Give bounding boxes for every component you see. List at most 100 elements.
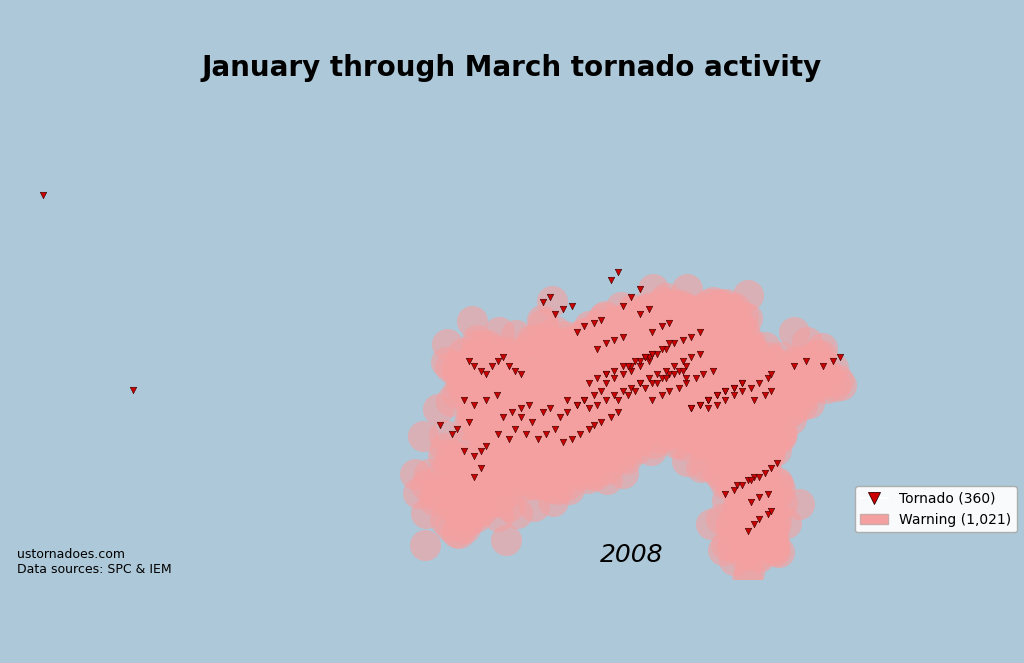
Point [801,369,817,380]
Point [558,434,574,444]
Point [696,387,713,397]
Point [694,397,711,408]
Point [571,450,588,460]
Point [496,404,512,415]
Point [555,446,571,456]
Point [577,357,593,367]
Point [677,385,693,396]
Point [768,394,784,405]
Point [657,293,674,304]
Point [727,387,743,397]
Point [678,406,694,416]
Point [564,461,581,472]
Point [628,444,644,454]
Point [759,452,775,463]
Point [564,350,581,361]
Point [639,332,655,342]
Point [461,489,477,499]
Point [780,382,797,392]
Point [670,392,686,402]
Point [649,312,666,322]
Point [499,439,515,450]
Point [655,376,672,387]
Point [648,372,665,383]
Point [729,480,745,491]
Point [492,444,508,454]
Point [459,468,475,479]
Point [525,479,542,489]
Point [633,375,649,385]
Point [769,432,785,443]
Point [738,403,755,414]
Point [529,427,546,438]
Point [814,360,830,371]
Point [818,383,835,393]
Point [683,403,699,414]
Point [605,387,622,397]
Point [735,409,752,420]
Point [514,430,530,441]
Point [499,434,515,445]
Point [597,371,613,382]
Point [687,386,703,396]
Point [606,444,623,454]
Point [583,333,599,344]
Point [700,410,717,421]
Point [549,423,565,434]
Point [593,428,609,439]
Point [516,400,532,410]
Point [715,397,731,408]
Point [439,339,456,349]
Point [473,349,489,360]
Point [568,440,585,450]
Point [564,356,581,367]
Point [587,416,603,426]
Point [540,444,556,454]
Point [744,469,761,480]
Point [540,398,556,409]
Point [684,306,700,316]
Point [468,351,484,361]
Point [734,505,751,515]
Point [642,392,658,402]
Point [590,377,606,388]
Point [687,385,703,396]
Point [466,400,482,410]
Point [665,323,681,333]
Point [649,348,666,359]
Point [507,424,523,434]
Point [450,367,466,378]
Point [484,365,501,375]
Point [438,357,455,367]
Point [495,410,511,420]
Point [580,424,596,435]
Point [501,360,517,371]
Point [541,402,557,413]
Point [687,424,703,435]
Point [744,442,761,452]
Point [743,357,760,367]
Point [535,414,551,424]
Point [484,387,501,397]
Point [617,408,634,418]
Point [621,420,637,430]
Point [528,435,545,446]
Point [628,345,644,356]
Point [598,394,614,405]
Point [729,475,745,485]
Point [642,371,658,381]
Point [578,388,594,398]
Point [534,394,550,404]
Point [711,376,727,387]
Point [604,375,621,386]
Point [548,422,564,433]
Point [636,382,652,392]
Point [474,408,490,418]
Point [741,377,758,388]
Point [626,392,642,403]
Point [620,407,636,418]
Point [551,387,567,397]
Point [665,320,681,330]
Point [681,412,697,423]
Point [719,494,735,505]
